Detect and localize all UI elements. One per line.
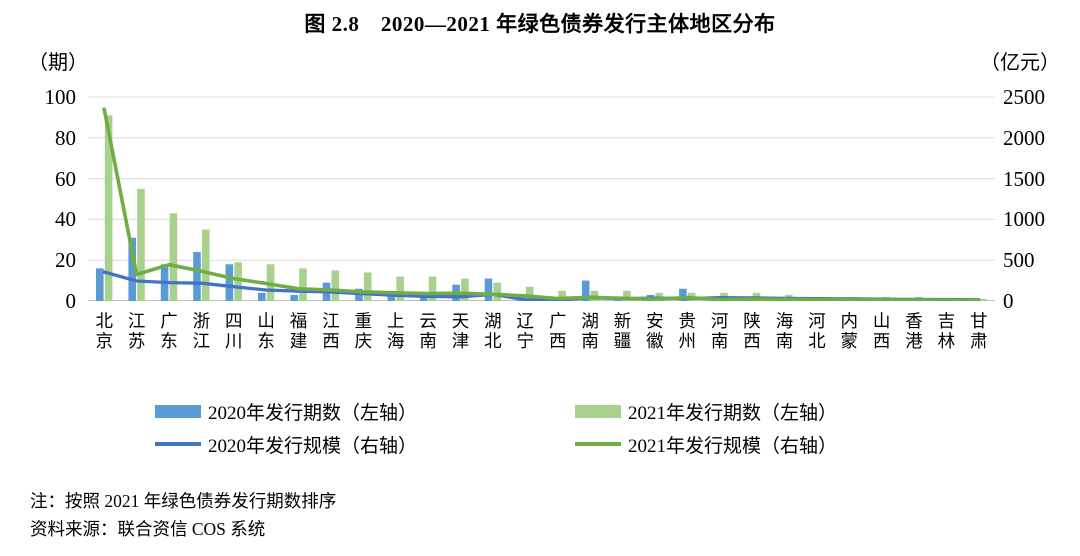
bar-2021	[137, 188, 145, 301]
y-tick-label: 1500	[1003, 166, 1045, 191]
x-axis-label: 江 苏	[127, 311, 146, 351]
x-axis-label: 广 西	[548, 311, 567, 351]
legend-bar-swatch	[155, 404, 201, 418]
bar-2021	[396, 276, 404, 301]
bar-2021	[201, 229, 210, 301]
bar-2020	[581, 280, 590, 301]
x-axis-label: 内 蒙	[840, 311, 858, 351]
bar-2020	[290, 294, 298, 301]
legend-line-swatch	[575, 442, 621, 446]
x-axis-label: 海 南	[775, 311, 794, 351]
x-axis-label: 山 东	[257, 311, 275, 351]
bar-2020	[387, 292, 396, 301]
bar-2021	[525, 286, 534, 301]
legend-label: 2021年发行期数（左轴）	[628, 402, 838, 424]
y-tick-label: 500	[1003, 248, 1035, 273]
legend-label: 2020年发行规模（右轴）	[208, 435, 418, 457]
x-axis-label: 山 西	[872, 311, 891, 351]
legend-line-swatch	[155, 442, 201, 446]
y-tick-label: 80	[55, 125, 76, 150]
x-axis-label: 安 徽	[646, 311, 664, 351]
y-tick-label: 40	[55, 207, 76, 232]
x-axis-label: 云 南	[419, 311, 437, 351]
y-tick-label: 2000	[1003, 125, 1045, 150]
x-axis-label: 江 西	[322, 311, 340, 351]
bar-2020	[95, 268, 104, 301]
y-tick-label: 0	[65, 289, 77, 313]
x-axis-label: 新 疆	[613, 311, 632, 351]
bar-2021	[428, 276, 437, 301]
bar-2021	[299, 268, 307, 301]
bar-2021	[331, 270, 340, 301]
bar-2020	[128, 237, 136, 301]
bar-2021	[104, 115, 113, 301]
x-axis-label: 辽 宁	[516, 311, 535, 351]
x-axis-label: 天 津	[451, 311, 470, 351]
x-axis-label: 香 港	[905, 311, 923, 351]
bar-2020	[193, 252, 201, 301]
x-axis-label: 河 北	[808, 311, 826, 351]
x-axis-label: 河 南	[710, 311, 729, 351]
bar-2021	[979, 298, 988, 301]
legend-item: 2021年发行规模（右轴）	[575, 431, 995, 457]
x-axis-label: 湖 北	[484, 311, 502, 351]
chart-title: 图 2.8 2020—2021 年绿色债券发行主体地区分布	[304, 12, 776, 36]
x-axis-label: 吉 林	[937, 311, 956, 351]
x-axis-label: 上 海	[386, 311, 405, 351]
bar-2021	[234, 262, 242, 301]
y-tick-label: 0	[1003, 289, 1014, 313]
bar-2020	[225, 264, 234, 301]
bar-2020	[257, 292, 266, 301]
y-tick-label: 60	[55, 166, 76, 191]
x-axis-label: 重 庆	[354, 311, 373, 351]
bar-2021	[461, 278, 469, 301]
legend-label: 2020年发行期数（左轴）	[208, 402, 418, 424]
legend-item: 2021年发行期数（左轴）	[575, 398, 995, 424]
legend-item: 2020年发行规模（右轴）	[155, 431, 575, 457]
x-axis-label: 湖 南	[581, 311, 599, 351]
bar-2021	[493, 282, 502, 301]
x-axis-label: 福 建	[289, 311, 308, 351]
legend: 2020年发行期数（左轴） 2021年发行期数（左轴） 2020年发行规模（右轴） 2…	[155, 398, 995, 457]
x-axis-label: 广 东	[160, 311, 178, 351]
x-axis-label: 陕 西	[743, 311, 761, 351]
sort-note: 注：按照 2021 年绿色债券发行期数排序	[30, 491, 337, 511]
source-note: 资料来源：联合资信 COS 系统	[30, 519, 266, 539]
right-axis-unit-label: （亿元）	[980, 52, 1060, 74]
x-axis-label: 甘 肃	[970, 311, 988, 351]
line-2021	[102, 107, 981, 301]
y-tick-label: 2500	[1003, 85, 1045, 109]
bar-2021	[169, 213, 178, 301]
left-axis-unit-label: （期）	[28, 52, 88, 74]
y-tick-label: 1000	[1003, 207, 1045, 232]
y-tick-label: 100	[44, 85, 77, 109]
plot-area	[88, 96, 995, 301]
legend-bar-swatch	[575, 404, 621, 418]
x-axis-label: 贵 州	[678, 311, 697, 351]
y-tick-label: 20	[55, 248, 76, 273]
x-axis-label: 四 川	[225, 311, 243, 351]
bar-2020	[484, 278, 493, 301]
x-axis-label: 浙 江	[192, 311, 211, 351]
legend-label: 2021年发行规模（右轴）	[628, 435, 838, 457]
legend-item: 2020年发行期数（左轴）	[155, 398, 575, 424]
bar-2020	[679, 288, 687, 301]
bar-2021	[363, 272, 372, 301]
bar-2021	[623, 290, 631, 301]
x-axis-label: 北 京	[95, 311, 113, 351]
bar-2021	[558, 290, 566, 301]
